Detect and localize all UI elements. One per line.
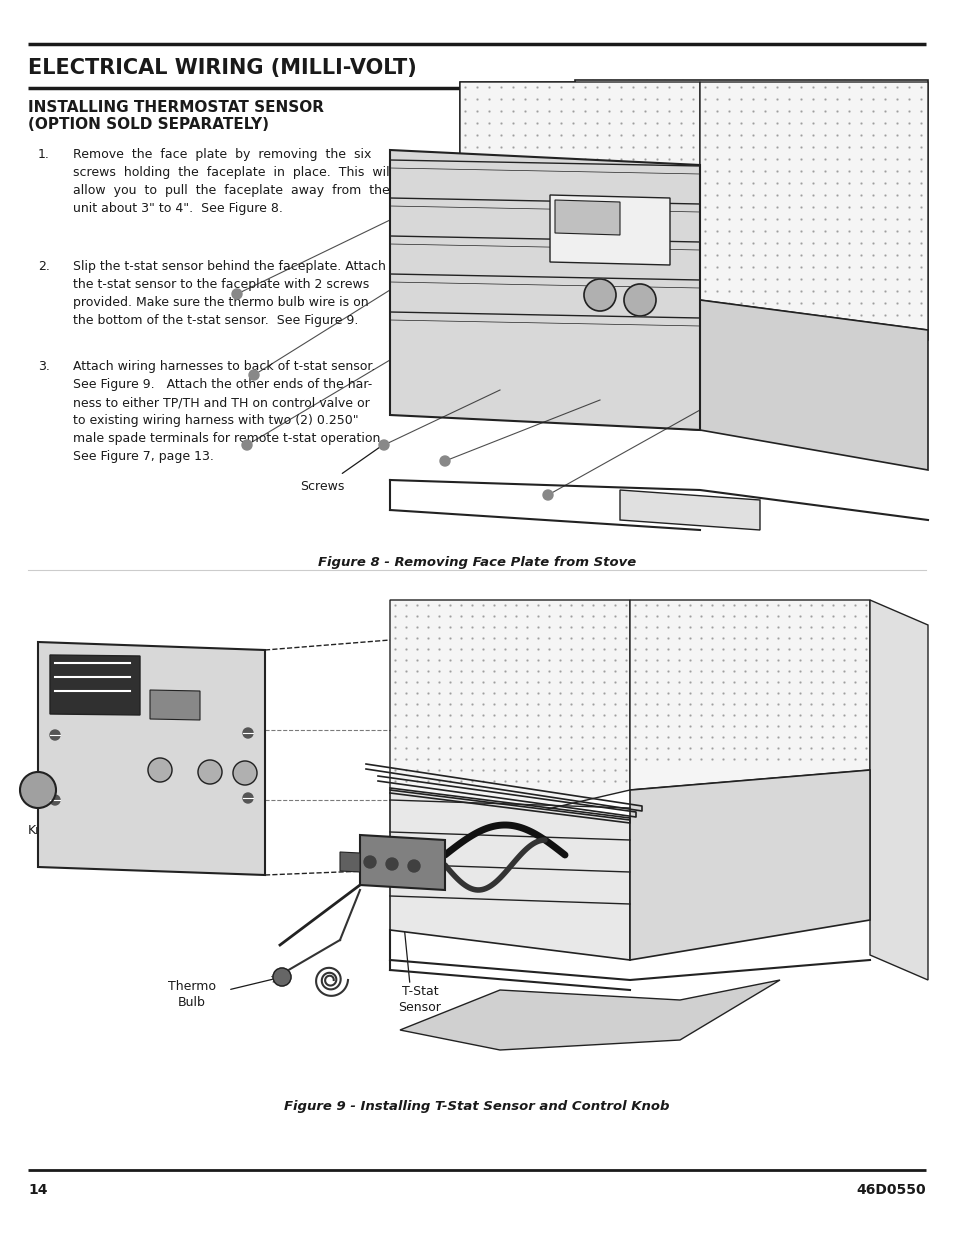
Polygon shape (619, 490, 760, 530)
Polygon shape (869, 600, 927, 981)
Text: Face Plate: Face Plate (399, 216, 476, 242)
Text: 2.: 2. (38, 261, 50, 273)
Polygon shape (390, 149, 700, 430)
Polygon shape (575, 80, 927, 380)
Text: Figure 8 - Removing Face Plate from Stove: Figure 8 - Removing Face Plate from Stov… (317, 556, 636, 569)
Circle shape (273, 968, 291, 986)
Text: 14: 14 (28, 1183, 48, 1197)
Polygon shape (150, 690, 200, 720)
Text: Screws: Screws (299, 480, 344, 493)
Polygon shape (50, 655, 140, 715)
Polygon shape (700, 300, 927, 471)
Circle shape (230, 436, 240, 446)
Text: Thermo
Bulb: Thermo Bulb (168, 981, 215, 1009)
Text: 1.: 1. (38, 148, 50, 161)
Polygon shape (629, 600, 869, 790)
Text: Attach wiring harnesses to back of t-stat sensor.
See Figure 9.   Attach the oth: Attach wiring harnesses to back of t-sta… (73, 359, 384, 463)
Circle shape (354, 448, 364, 458)
Polygon shape (390, 600, 629, 820)
Polygon shape (555, 200, 619, 235)
Text: 3.: 3. (38, 359, 50, 373)
Text: Wiring
Harnesses: Wiring Harnesses (499, 830, 564, 860)
Polygon shape (629, 769, 869, 960)
Circle shape (408, 860, 419, 872)
Text: 46D0550: 46D0550 (856, 1183, 925, 1197)
Circle shape (276, 370, 287, 382)
Circle shape (230, 275, 240, 285)
Circle shape (20, 772, 56, 808)
Polygon shape (700, 82, 927, 330)
Text: Slip the t-stat sensor behind the faceplate. Attach
the t-stat sensor to the fac: Slip the t-stat sensor behind the facepl… (73, 261, 385, 327)
Circle shape (536, 484, 545, 494)
Polygon shape (399, 981, 780, 1050)
Text: Remove  the  face  plate  by  removing  the  six
screws  holding  the  faceplate: Remove the face plate by removing the si… (73, 148, 393, 215)
Polygon shape (459, 82, 575, 300)
Polygon shape (459, 82, 700, 330)
Text: Screws: Screws (110, 845, 154, 858)
Text: (OPTION SOLD SEPARATELY): (OPTION SOLD SEPARATELY) (28, 117, 269, 132)
Circle shape (233, 761, 256, 785)
Circle shape (386, 858, 397, 869)
Polygon shape (550, 195, 669, 266)
Polygon shape (390, 790, 629, 960)
Text: INSTALLING THERMOSTAT SENSOR: INSTALLING THERMOSTAT SENSOR (28, 100, 324, 115)
Text: Knob: Knob (28, 824, 59, 837)
Circle shape (50, 730, 60, 740)
Polygon shape (390, 280, 700, 430)
Circle shape (148, 758, 172, 782)
Circle shape (243, 793, 253, 803)
Text: ELECTRICAL WIRING (MILLI-VOLT): ELECTRICAL WIRING (MILLI-VOLT) (28, 58, 416, 78)
Text: T-Stat
Sensor: T-Stat Sensor (398, 986, 441, 1014)
Text: Figure 9 - Installing T-Stat Sensor and Control Knob: Figure 9 - Installing T-Stat Sensor and … (284, 1100, 669, 1113)
Polygon shape (339, 852, 359, 872)
Circle shape (623, 284, 656, 316)
Polygon shape (359, 835, 444, 890)
Circle shape (50, 795, 60, 805)
Circle shape (198, 760, 222, 784)
Circle shape (468, 471, 477, 480)
Polygon shape (38, 642, 265, 876)
Circle shape (364, 856, 375, 868)
Circle shape (583, 279, 616, 311)
Circle shape (243, 727, 253, 739)
